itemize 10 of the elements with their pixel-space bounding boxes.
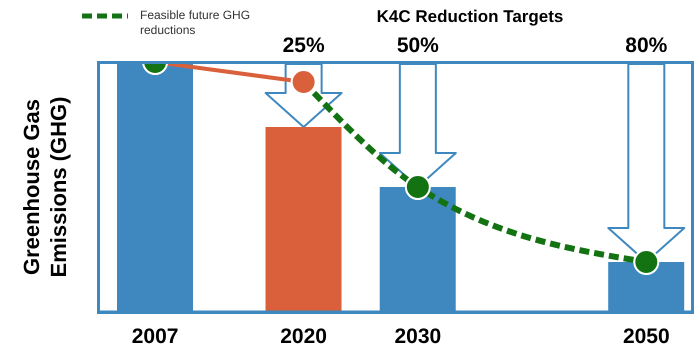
text: 25%	[282, 34, 325, 57]
text: 80%	[625, 34, 668, 57]
legend-label: Feasible future GHG reductions	[140, 8, 250, 37]
x-tick-label: 2030	[394, 324, 442, 348]
y-axis-title: Greenhouse Gas Emissions (GHG)	[18, 96, 72, 280]
text: 50%	[396, 34, 440, 57]
chart-title: K4C Reduction Targets	[376, 7, 564, 26]
x-tick-label: 2050	[622, 324, 670, 348]
x-tick-label: 2007	[132, 324, 178, 348]
x-tick-label: 2020	[280, 324, 327, 348]
